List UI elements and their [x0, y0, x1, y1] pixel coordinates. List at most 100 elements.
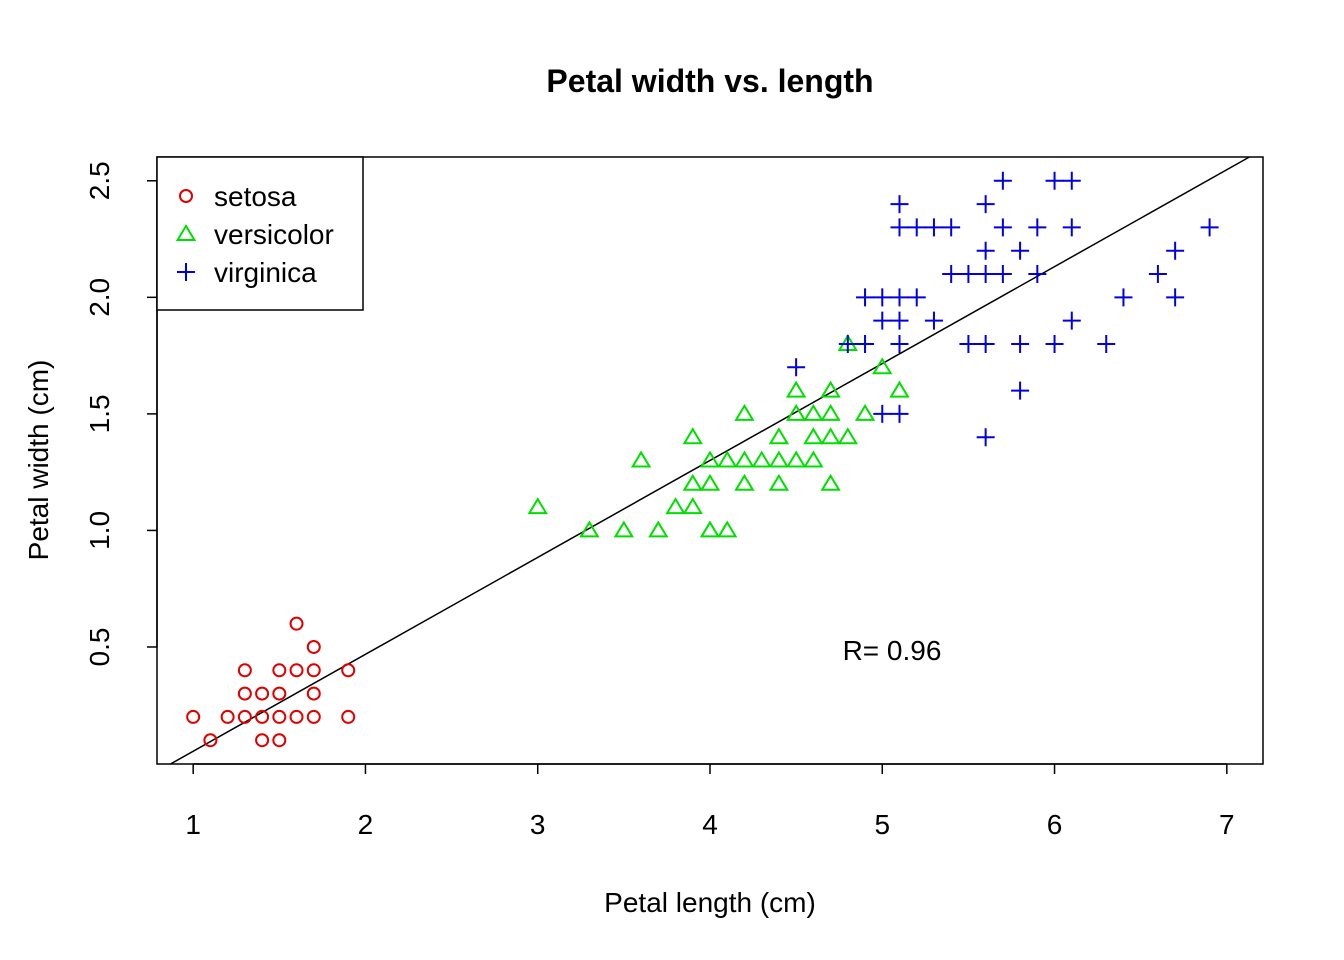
- virginica-point: [1011, 381, 1030, 400]
- versicolor-point: [768, 427, 790, 445]
- versicolor-point: [699, 520, 721, 538]
- virginica-point: [1114, 288, 1133, 307]
- y-tick-label: 1.5: [84, 394, 115, 433]
- chart-title: Petal width vs. length: [546, 63, 873, 99]
- x-tick-label: 5: [874, 809, 890, 840]
- x-tick-label: 7: [1219, 809, 1235, 840]
- virginica-point: [856, 288, 875, 307]
- setosa-point: [237, 686, 252, 701]
- virginica-point: [993, 265, 1012, 284]
- versicolor-point: [889, 380, 910, 398]
- setosa-point: [306, 709, 321, 724]
- y-axis-title: Petal width (cm): [23, 360, 54, 561]
- virginica-point: [1166, 241, 1185, 260]
- fit-line-layer: [170, 156, 1250, 765]
- versicolor-point: [734, 473, 755, 491]
- versicolor-point: [803, 403, 824, 421]
- versicolor-point: [820, 403, 841, 421]
- versicolor-point: [682, 427, 703, 445]
- series-virginica: [787, 171, 1219, 447]
- legend: setosa versicolor virginica: [156, 156, 364, 311]
- virginica-point: [1045, 171, 1064, 190]
- versicolor-point: [717, 450, 738, 468]
- virginica-point: [838, 334, 857, 353]
- versicolor-point: [613, 520, 635, 538]
- legend-triangle-icon: [175, 224, 197, 241]
- y-tick-label: 2.5: [84, 161, 115, 200]
- versicolor-point: [803, 427, 824, 445]
- virginica-point: [976, 195, 995, 214]
- virginica-point: [1045, 334, 1064, 353]
- versicolor-point: [854, 403, 876, 421]
- x-tick-label: 4: [702, 809, 718, 840]
- virginica-point: [890, 218, 909, 237]
- virginica-point: [976, 241, 995, 260]
- setosa-point: [186, 709, 201, 724]
- setosa-point: [306, 639, 321, 654]
- versicolor-point: [665, 497, 686, 515]
- virginica-point: [890, 404, 909, 423]
- virginica-point: [976, 265, 995, 284]
- versicolor-point: [820, 473, 841, 491]
- virginica-point: [959, 265, 978, 284]
- versicolor-point: [648, 520, 669, 538]
- virginica-point: [959, 334, 978, 353]
- setosa-point: [255, 709, 270, 724]
- setosa-point: [237, 709, 252, 724]
- versicolor-point: [785, 403, 807, 421]
- virginica-point: [1011, 241, 1030, 260]
- versicolor-point: [768, 450, 790, 468]
- virginica-point: [873, 288, 892, 307]
- virginica-point: [890, 311, 909, 330]
- virginica-point: [1200, 218, 1219, 237]
- virginica-point: [1011, 334, 1030, 353]
- virginica-point: [1028, 265, 1047, 284]
- versicolor-point: [751, 450, 772, 468]
- x-tick-label: 3: [530, 809, 546, 840]
- versicolor-point: [717, 520, 738, 538]
- virginica-point: [1148, 265, 1167, 284]
- versicolor-point: [837, 427, 858, 445]
- series-versicolor: [527, 334, 910, 538]
- x-tick-label: 2: [358, 809, 374, 840]
- virginica-point: [942, 265, 961, 284]
- versicolor-point: [803, 450, 824, 468]
- virginica-point: [976, 428, 995, 447]
- setosa-point: [255, 686, 270, 701]
- y-tick-label: 2.0: [84, 278, 115, 317]
- versicolor-point: [785, 380, 807, 398]
- correlation-annotation: R= 0.96: [843, 635, 942, 666]
- versicolor-point: [820, 427, 841, 445]
- x-tick-label: 1: [185, 809, 201, 840]
- virginica-point: [1062, 311, 1081, 330]
- x-tick-label: 6: [1047, 809, 1063, 840]
- virginica-point: [976, 334, 995, 353]
- legend-label: versicolor: [214, 219, 334, 250]
- virginica-point: [924, 218, 943, 237]
- y-tick-label: 1.0: [84, 511, 115, 550]
- versicolor-point: [872, 357, 893, 375]
- setosa-point: [289, 663, 304, 678]
- versicolor-point: [579, 520, 600, 538]
- legend-label: setosa: [214, 181, 297, 212]
- setosa-point: [272, 686, 287, 701]
- versicolor-point: [699, 473, 721, 491]
- versicolor-point: [785, 450, 807, 468]
- versicolor-point: [630, 450, 652, 468]
- setosa-point: [220, 709, 235, 724]
- virginica-point: [924, 311, 943, 330]
- setosa-point: [237, 663, 252, 678]
- setosa-point: [306, 663, 321, 678]
- setosa-point: [306, 686, 321, 701]
- virginica-point: [873, 311, 892, 330]
- virginica-point: [1166, 288, 1185, 307]
- virginica-point: [873, 404, 892, 423]
- versicolor-point: [768, 473, 790, 491]
- virginica-point: [1097, 334, 1116, 353]
- legend-label: virginica: [214, 257, 317, 288]
- versicolor-point: [820, 380, 841, 398]
- setosa-point: [272, 733, 287, 748]
- setosa-point: [272, 709, 287, 724]
- virginica-point: [1062, 171, 1081, 190]
- versicolor-point: [734, 403, 755, 421]
